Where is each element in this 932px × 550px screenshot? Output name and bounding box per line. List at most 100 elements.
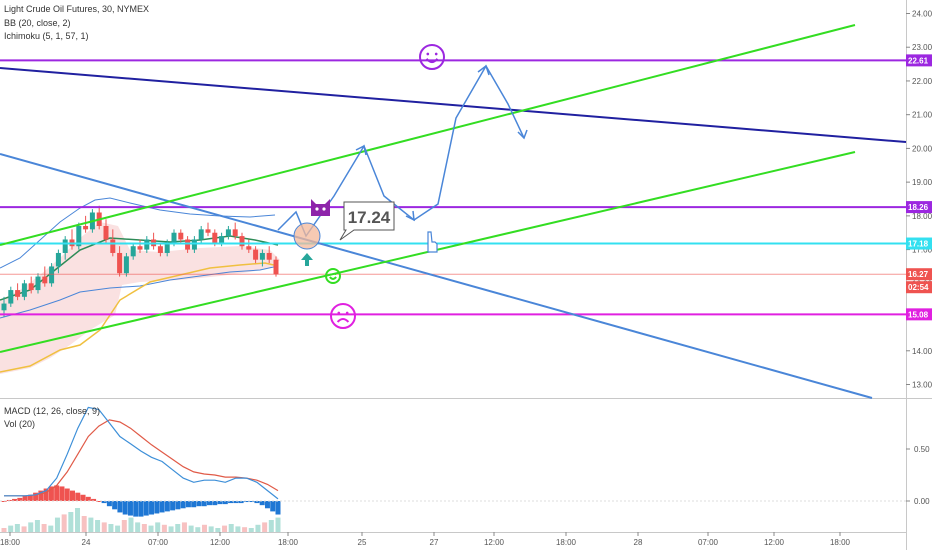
face-mouth: [425, 58, 439, 64]
callout-label: 17.24: [348, 208, 391, 227]
level-badge-15.08: [906, 308, 932, 321]
candle-body: [253, 249, 259, 260]
x-tick-label: 07:00: [698, 538, 719, 547]
face-outline: [325, 268, 341, 284]
countdown-label: 02:54: [908, 283, 929, 292]
hand-pointer-icon: [427, 231, 438, 253]
candle-body: [137, 246, 143, 250]
candle-body: [232, 229, 238, 237]
candle-body: [21, 283, 27, 297]
level-badge-18.26: [906, 201, 932, 214]
y-tick-label: 18.00: [912, 212, 932, 221]
cat-eye: [315, 207, 319, 211]
volume-bar: [262, 522, 268, 532]
candle: [117, 246, 123, 277]
x-tick-label: 12:00: [210, 538, 231, 547]
macd-histogram-bar: [91, 498, 97, 501]
candle-body: [191, 239, 197, 250]
macd-histogram-bar: [17, 497, 23, 501]
macd-indicator-label: MACD (12, 26, close, 9): [4, 406, 101, 416]
volume-bar: [41, 524, 47, 532]
x-tick-label: 18:00: [556, 538, 577, 547]
projection-arrowhead: [477, 64, 490, 76]
macd-histogram-bar: [133, 501, 139, 517]
macd-histogram-bar: [54, 485, 60, 501]
candle-body: [55, 252, 61, 267]
volume-bar: [115, 525, 121, 532]
face-outline: [330, 303, 356, 329]
macd-histogram-bar: [48, 486, 54, 501]
cat-head: [311, 199, 330, 216]
vol-indicator-label: Vol (20): [4, 419, 36, 429]
macd-histogram-bar: [217, 501, 223, 505]
candle-body: [42, 276, 48, 284]
hand-shape: [427, 231, 438, 253]
macd-histogram-bar: [212, 501, 218, 506]
candle: [62, 236, 68, 260]
candle: [144, 236, 150, 253]
level-label-22.61: 22.61: [908, 56, 929, 65]
bb-indicator-label: BB (20, close, 2): [4, 18, 71, 28]
volume-bar: [268, 520, 274, 532]
candle-body: [198, 229, 204, 240]
x-tick-label: 25: [358, 538, 367, 547]
candle: [225, 225, 231, 240]
candle-body: [76, 225, 82, 247]
candle-body: [130, 246, 136, 257]
projection-arrowhead: [517, 129, 528, 140]
candle-body: [266, 252, 272, 260]
macd-histogram-bar: [175, 501, 181, 510]
candle: [49, 263, 55, 287]
candle: [55, 249, 61, 274]
candle: [21, 279, 27, 301]
face-eye: [434, 52, 438, 56]
candle: [232, 222, 238, 240]
volume-bar: [242, 527, 248, 532]
candle: [164, 239, 170, 257]
candle: [178, 229, 184, 243]
macd-histogram-bar: [170, 501, 176, 511]
macd-histogram-bar: [43, 488, 49, 501]
level-label-15.08: 15.08: [908, 310, 929, 319]
candle: [8, 286, 14, 307]
volume-bar: [215, 528, 221, 532]
macd-histogram-bar: [59, 486, 65, 501]
macd-histogram-bar: [64, 488, 70, 501]
candle-body: [123, 256, 129, 274]
macd-histogram-bar: [12, 498, 18, 501]
macd-line: [4, 406, 279, 500]
candle-body: [103, 225, 109, 240]
macd-signal-line: [4, 419, 279, 497]
face-mouth: [329, 276, 337, 280]
candle: [42, 266, 48, 287]
callout-box: [339, 201, 395, 241]
volume-bar: [155, 522, 161, 532]
macd-histogram-bar: [238, 501, 244, 504]
x-tick-label: 12:00: [484, 538, 505, 547]
volume-bar: [275, 517, 281, 532]
candle-body: [144, 239, 150, 250]
candle-body: [83, 225, 89, 230]
candle-body: [8, 290, 14, 304]
up-arrow-icon: [301, 253, 313, 266]
descending-resistance-line: [0, 67, 907, 143]
volume-bar: [141, 524, 147, 532]
macd-histogram-bar: [122, 501, 128, 515]
candle-body: [225, 229, 231, 237]
candle: [28, 276, 34, 294]
volume-bar: [222, 525, 228, 532]
candle-body: [205, 229, 211, 233]
candle-body: [117, 252, 123, 274]
face-mouth: [336, 318, 350, 323]
countdown-badge: [906, 281, 932, 294]
volume-bar: [255, 524, 261, 532]
macd-histogram-bar: [154, 501, 160, 514]
candle-body: [259, 252, 265, 260]
level-badge-16.27: [906, 268, 932, 281]
candle: [103, 219, 109, 243]
macd-histogram-bar: [222, 501, 228, 505]
macd-histogram-bar: [275, 501, 281, 515]
projection-arrowhead: [405, 210, 415, 222]
candle: [198, 225, 204, 243]
